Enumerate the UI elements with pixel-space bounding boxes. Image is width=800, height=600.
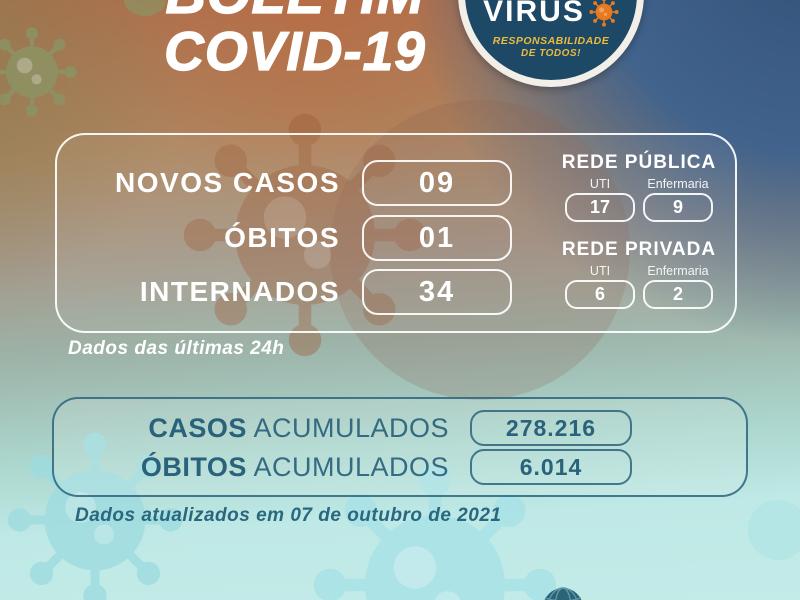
daily-footnote: Dados das últimas 24h xyxy=(68,338,285,359)
daily-stats-panel: NOVOS CASOS 09 ÓBITOS 01 INTERNADOS 34 R… xyxy=(55,133,737,333)
value-obitos: 01 xyxy=(362,215,512,261)
rede-publica-uti-value: 17 xyxy=(565,193,635,222)
page-title: BOLETIM COVID-19 xyxy=(140,0,450,79)
label-internados: INTERNADOS xyxy=(139,276,340,307)
coronavirus-badge: CORONA VÍRUS RESPONSABILIDADE DE TODOS! xyxy=(458,0,644,87)
rede-publica-title: REDE PÚBLICA xyxy=(561,152,717,173)
title-line-boletim: BOLETIM xyxy=(140,0,450,22)
accumulated-footnote: Dados atualizados em 07 de outubro de 20… xyxy=(75,505,502,526)
virus-blob xyxy=(748,500,800,560)
rede-publica-section: REDE PÚBLICA UTI Enfermaria 17 9 xyxy=(549,152,729,222)
badge-virus-icon xyxy=(589,0,619,27)
accumulated-stats-panel: CASOS ACUMULADOS 278.216 ÓBITOS ACUMULAD… xyxy=(52,397,748,497)
label-casos-rest: ACUMULADOS xyxy=(253,413,449,443)
badge-virus-text: VÍRUS xyxy=(483,0,585,29)
label-casos-acumulados: CASOS ACUMULADOS xyxy=(74,410,449,446)
rede-privada-enfermaria-label: Enfermaria xyxy=(647,264,709,278)
title-line-covid19: COVID-19 xyxy=(164,20,426,82)
rede-privada-section: REDE PRIVADA UTI Enfermaria 6 2 xyxy=(549,239,729,309)
value-casos-acumulados: 278.216 xyxy=(470,410,632,446)
label-obitos-acumulados: ÓBITOS ACUMULADOS xyxy=(74,449,449,485)
rede-publica-enfermaria-label: Enfermaria xyxy=(647,177,709,191)
label-casos-bold: CASOS xyxy=(148,413,247,443)
virus-icon xyxy=(0,27,77,117)
rede-privada-uti-label: UTI xyxy=(589,264,611,278)
rede-publica-enfermaria-value: 9 xyxy=(643,193,713,222)
value-obitos-acumulados: 6.014 xyxy=(470,449,632,485)
value-internados: 34 xyxy=(362,269,512,315)
label-obitos-bold: ÓBITOS xyxy=(140,452,247,482)
label-obitos-rest: ACUMULADOS xyxy=(253,452,449,482)
rede-privada-title: REDE PRIVADA xyxy=(561,239,717,260)
badge-ribbon-line1: RESPONSABILIDADE xyxy=(492,35,610,48)
value-novos-casos: 09 xyxy=(362,160,512,206)
rede-publica-uti-label: UTI xyxy=(589,177,611,191)
rede-privada-uti-value: 6 xyxy=(565,280,635,309)
label-obitos: ÓBITOS xyxy=(224,222,340,253)
badge-ribbon-line2: DE TODOS! xyxy=(521,48,581,59)
rede-privada-enfermaria-value: 2 xyxy=(643,280,713,309)
label-novos-casos: NOVOS CASOS xyxy=(115,167,340,198)
globe-icon xyxy=(544,587,582,600)
